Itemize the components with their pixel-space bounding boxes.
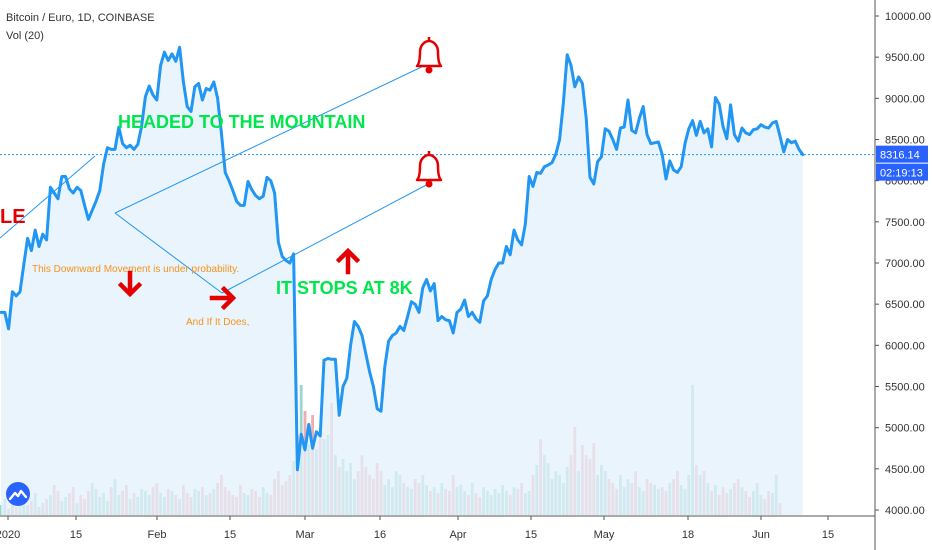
y-tick-label: 8500.00: [885, 135, 925, 147]
y-tick-label: 7500.00: [885, 217, 925, 229]
arrow-shape: [209, 285, 237, 311]
headline-annotation[interactable]: HEADED TO THE MOUNTAIN: [118, 112, 365, 132]
y-tick-label: 6500.00: [885, 299, 925, 311]
price-series-line[interactable]: [0, 45, 805, 472]
x-tick-label: 15: [70, 529, 82, 541]
symbol-title: Bitcoin / Euro, 1D, COINBASE: [6, 12, 155, 24]
y-tick-label: 10000.00: [885, 11, 931, 23]
arrow-up-icon[interactable]: [335, 247, 361, 275]
time-axis[interactable]: 2020 15 Feb 15 Mar 16 Apr 15 May 18 Jun 15: [0, 515, 875, 541]
trendlines[interactable]: [0, 61, 433, 294]
x-tick-label: Feb: [148, 529, 167, 541]
x-tick-label: Mar: [296, 529, 315, 541]
countdown-tag: [876, 163, 928, 181]
y-tick-label: 5500.00: [885, 382, 925, 394]
y-tick-label: 4500.00: [885, 464, 925, 476]
x-tick-label: Jun: [752, 529, 770, 541]
arrow-shape: [117, 270, 143, 298]
arrow-shape: [335, 247, 361, 275]
bell-body: [415, 39, 443, 68]
y-tick-label: 7000.00: [885, 258, 925, 270]
trendline[interactable]: [221, 181, 433, 294]
price-tag: [876, 145, 928, 163]
countdown-value: 02:19:13: [880, 168, 923, 180]
arrow-down-icon[interactable]: [117, 270, 143, 298]
x-tick-label: 2020: [0, 529, 20, 541]
price-area: [0, 45, 805, 516]
trendline[interactable]: [0, 155, 96, 239]
bell-clapper: [425, 180, 433, 188]
bell-icon[interactable]: [415, 37, 443, 74]
y-tick-label: 4000.00: [885, 505, 925, 517]
cut-red-annotation[interactable]: LE: [0, 206, 26, 228]
x-tick-label: May: [594, 529, 615, 541]
x-tick-label: 16: [374, 529, 386, 541]
trendline[interactable]: [114, 61, 433, 214]
bell-body: [415, 153, 443, 182]
stops-annotation[interactable]: IT STOPS AT 8K: [276, 278, 413, 298]
x-tick-label: 15: [822, 529, 834, 541]
arrow-right-icon[interactable]: [209, 285, 237, 311]
price-axis[interactable]: 10000.009500.009000.008500.008000.007500…: [874, 0, 932, 550]
y-tick-label: 5000.00: [885, 423, 925, 435]
bell-icon[interactable]: [415, 151, 443, 188]
if-does-annotation[interactable]: And If It Does,: [186, 317, 249, 328]
tradingview-logo-icon[interactable]: [6, 482, 30, 506]
x-tick-label: 15: [525, 529, 537, 541]
y-tick-label: 9500.00: [885, 52, 925, 64]
volume-legend: Vol (20): [6, 30, 44, 42]
y-tick-label: 6000.00: [885, 340, 925, 352]
downward-annotation[interactable]: This Downward Movement is under probabil…: [32, 264, 239, 275]
price-axis-background: [875, 0, 932, 550]
trendline[interactable]: [114, 212, 223, 294]
x-tick-label: Apr: [449, 529, 466, 541]
y-tick-label: 9000.00: [885, 93, 925, 105]
price-area-fill: [1, 47, 803, 516]
annotations[interactable]: HEADED TO THE MOUNTAIN IT STOPS AT 8K This…: [0, 37, 443, 328]
x-tick-label: 18: [682, 529, 694, 541]
x-tick-label: 15: [224, 529, 236, 541]
price-tag-value: 8316.14: [880, 150, 920, 162]
bell-clapper: [425, 66, 433, 74]
